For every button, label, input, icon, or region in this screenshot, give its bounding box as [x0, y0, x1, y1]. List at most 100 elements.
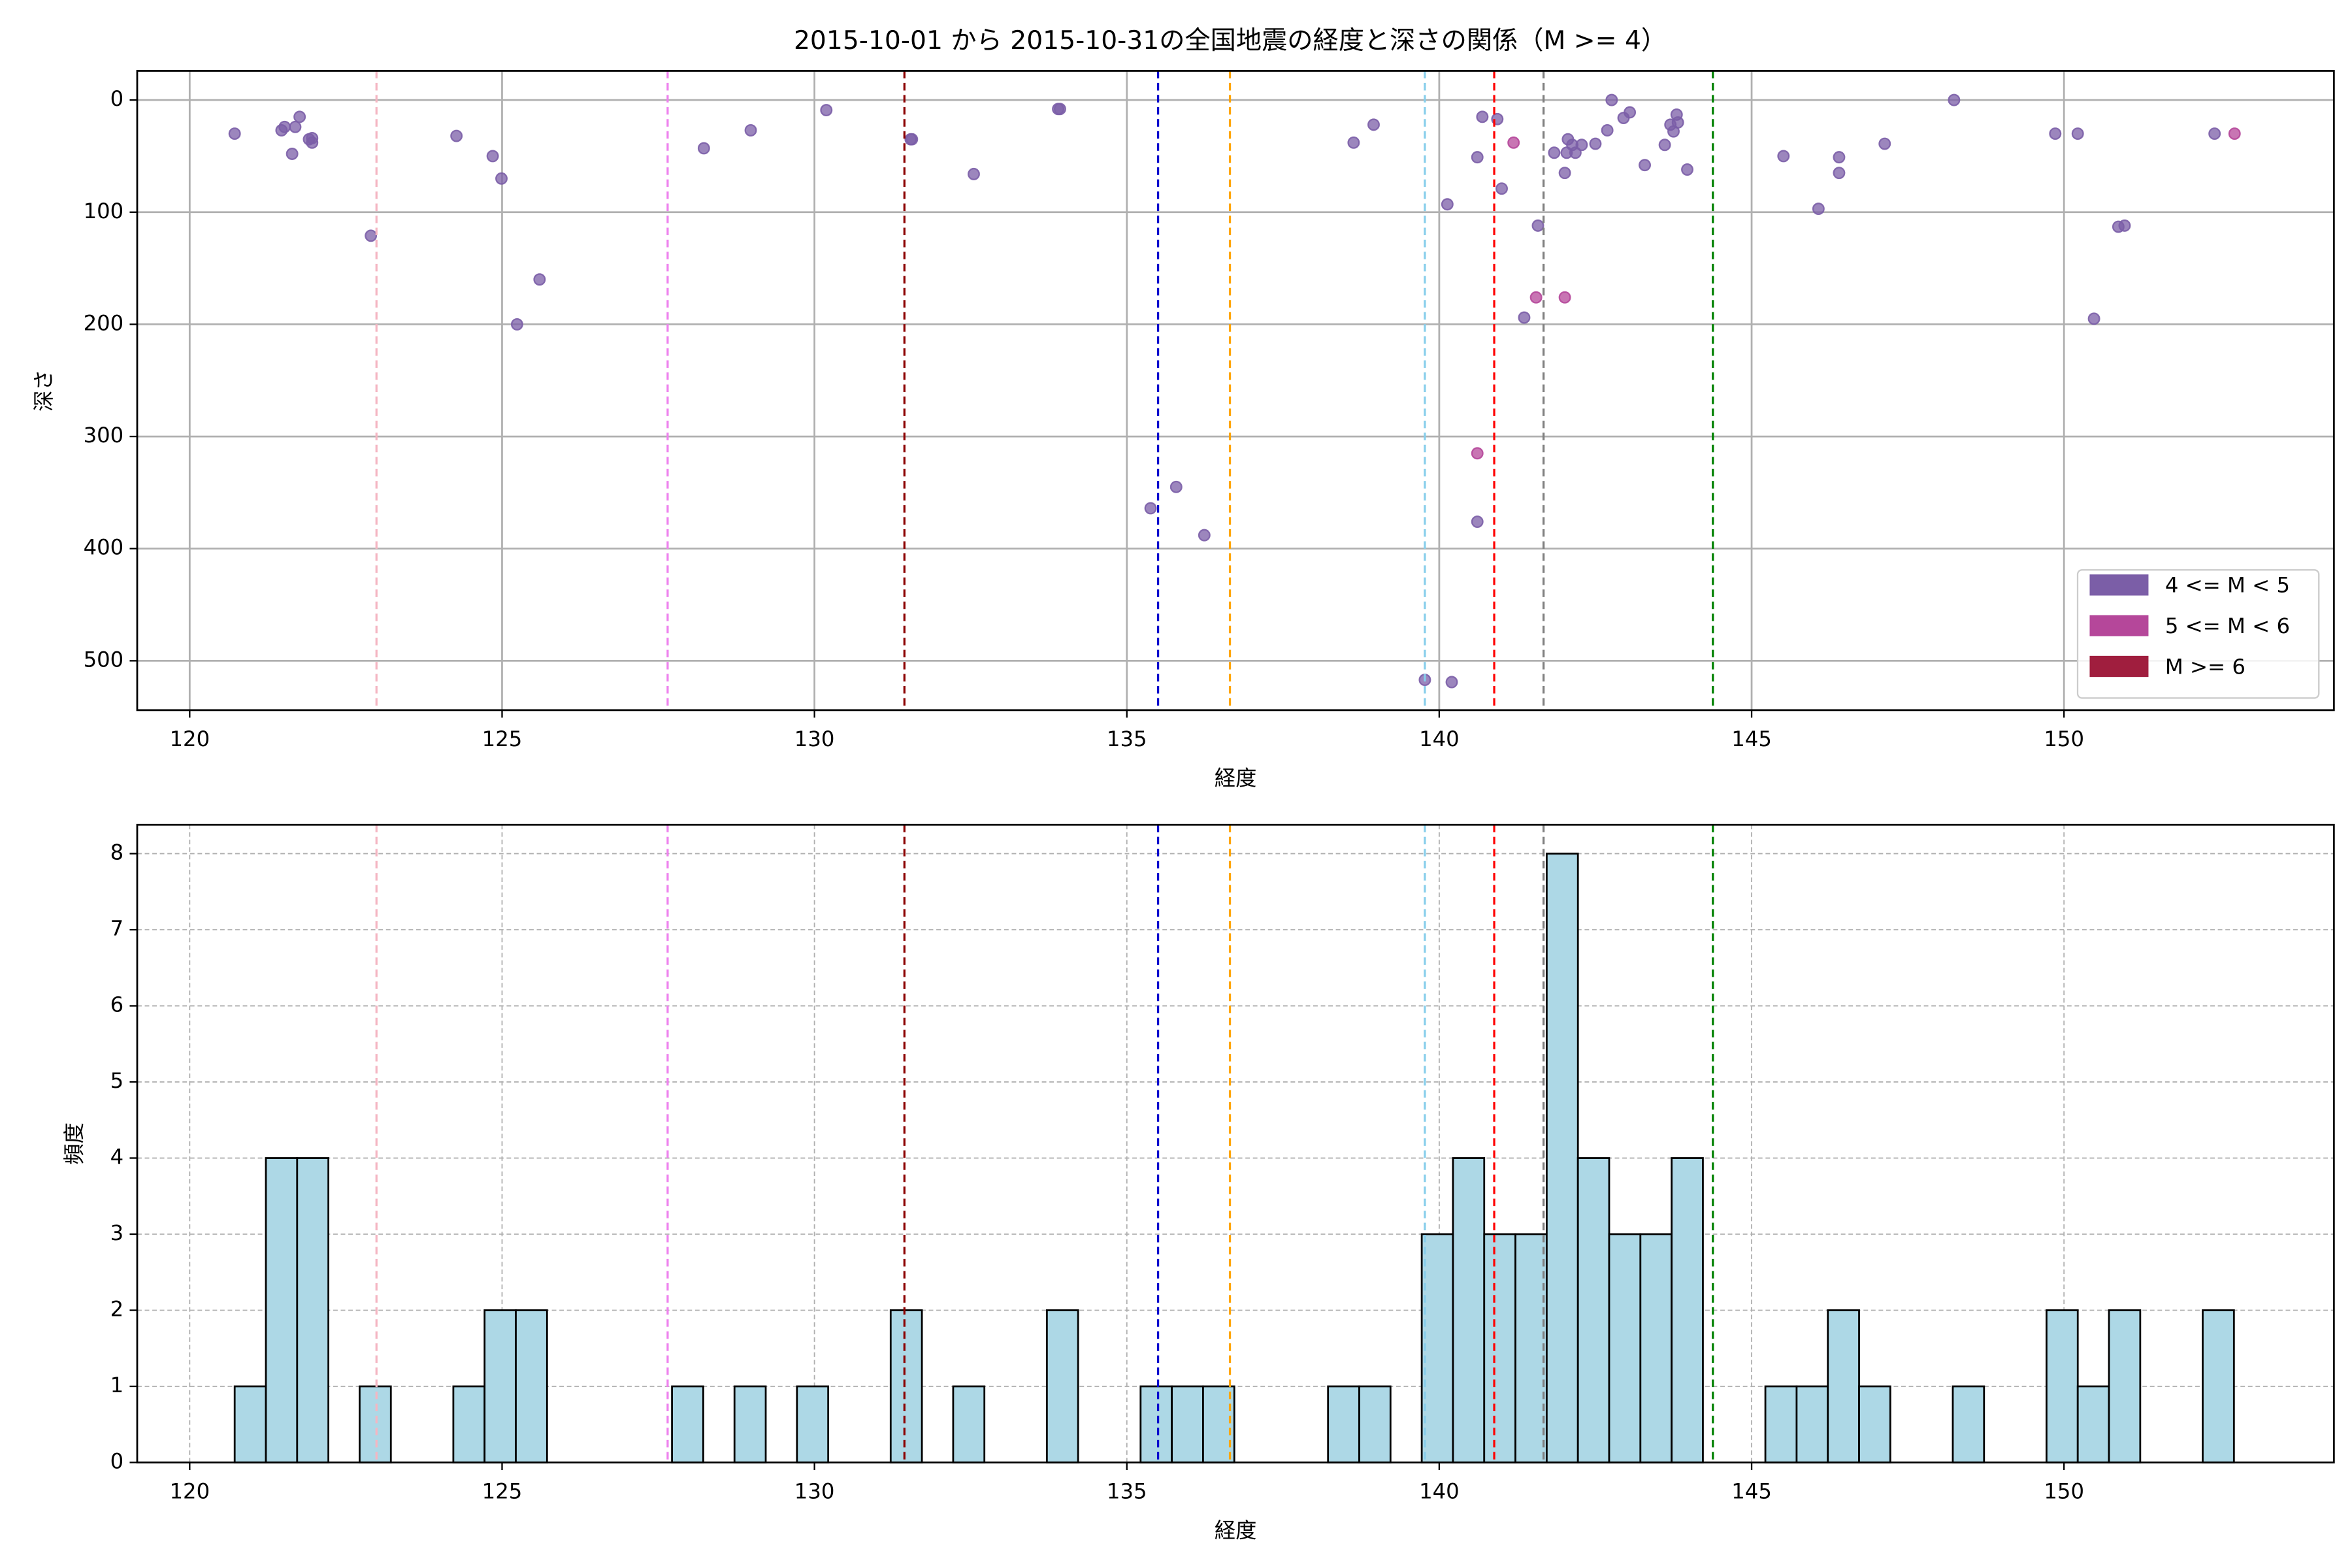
x-axis-label: 経度 [1215, 1518, 1257, 1543]
point [1531, 219, 1544, 232]
bar [1858, 1385, 1891, 1463]
bar [1358, 1385, 1392, 1463]
legend-swatch [2089, 615, 2149, 636]
point [1529, 291, 1543, 304]
bar [452, 1385, 486, 1463]
point [697, 142, 710, 155]
bar [296, 1157, 330, 1463]
bar [1202, 1385, 1235, 1463]
bar [233, 1385, 267, 1463]
point [1367, 118, 1380, 131]
bar [2076, 1385, 2110, 1463]
point [968, 167, 980, 180]
bar [733, 1385, 767, 1463]
point [1471, 447, 1484, 460]
x-tick-label: 145 [1731, 727, 1772, 751]
bar [1952, 1385, 1985, 1463]
point [2118, 219, 2131, 232]
point [1441, 198, 1454, 211]
point [1777, 150, 1790, 163]
point [1548, 146, 1561, 159]
point [486, 150, 499, 163]
point [306, 131, 319, 144]
legend-label: 5 <= M < 6 [2165, 613, 2290, 638]
bar [2202, 1309, 2235, 1463]
x-tick-label: 150 [2044, 1479, 2084, 1504]
point [1476, 110, 1489, 123]
x-tick-label: 145 [1731, 1479, 1772, 1504]
point [1445, 676, 1458, 689]
legend-label: M >= 6 [2165, 654, 2246, 679]
point [1624, 106, 1637, 119]
x-tick-label: 120 [170, 727, 210, 751]
chart-title: 2015-10-01 から 2015-10-31の全国地震の経度と深さの関係（M… [794, 26, 1667, 56]
legend-swatch [2089, 574, 2149, 596]
bar [2108, 1309, 2142, 1463]
point [1601, 123, 1614, 137]
point [1198, 529, 1211, 542]
bar [1608, 1233, 1642, 1463]
bar [1764, 1385, 1798, 1463]
bar [1514, 1233, 1548, 1463]
bar [515, 1309, 548, 1463]
point [1558, 167, 1571, 180]
bar [1639, 1233, 1673, 1463]
y-tick-label: 6 [110, 992, 124, 1017]
bar [1139, 1385, 1173, 1463]
point [286, 148, 299, 160]
y-tick-label: 200 [84, 310, 124, 335]
point [365, 229, 378, 242]
x-tick-label: 130 [794, 727, 835, 751]
y-tick-label: 5 [110, 1068, 124, 1093]
plot-frame [136, 823, 2335, 1463]
legend-swatch [2089, 655, 2149, 678]
y-axis-label: 深さ [31, 369, 56, 412]
y-tick-label: 7 [110, 916, 124, 941]
x-tick-label: 140 [1419, 1479, 1460, 1504]
point [1605, 93, 1618, 106]
point [228, 127, 241, 140]
y-tick-label: 0 [110, 1448, 124, 1473]
bar [1546, 853, 1579, 1463]
bar [1452, 1157, 1486, 1463]
point [1812, 203, 1825, 216]
bar [265, 1157, 299, 1463]
legend-label: 4 <= M < 5 [2165, 573, 2290, 598]
point [1169, 480, 1183, 493]
plot-frame [136, 70, 2335, 711]
point [1878, 137, 1891, 150]
bar [1420, 1233, 1454, 1463]
bar [1827, 1309, 1860, 1463]
x-tick-label: 130 [794, 1479, 835, 1504]
x-tick-label: 135 [1107, 1479, 1147, 1504]
y-tick-label: 8 [110, 840, 124, 865]
bar [1327, 1385, 1360, 1463]
y-tick-label: 3 [110, 1220, 124, 1245]
point [2049, 127, 2062, 140]
bar [1671, 1157, 1704, 1463]
point [2087, 312, 2100, 325]
bar [2046, 1309, 2079, 1463]
point [1569, 146, 1582, 159]
point [533, 273, 546, 286]
y-tick-label: 100 [84, 199, 124, 223]
bar [1576, 1157, 1610, 1463]
point [1833, 151, 1846, 164]
point [1658, 139, 1671, 152]
bar [1483, 1233, 1516, 1463]
point [1495, 182, 1508, 195]
x-tick-label: 125 [482, 727, 523, 751]
point [1144, 502, 1157, 515]
x-tick-label: 125 [482, 1479, 523, 1504]
bar [671, 1385, 704, 1463]
bar [359, 1385, 392, 1463]
y-axis-label: 頻度 [61, 1122, 86, 1165]
point [2208, 127, 2221, 140]
y-tick-label: 500 [84, 647, 124, 672]
y-tick-label: 1 [110, 1373, 124, 1397]
x-axis-label: 経度 [1215, 766, 1257, 791]
point [1053, 103, 1066, 116]
y-tick-label: 300 [84, 423, 124, 448]
point [1518, 311, 1531, 324]
